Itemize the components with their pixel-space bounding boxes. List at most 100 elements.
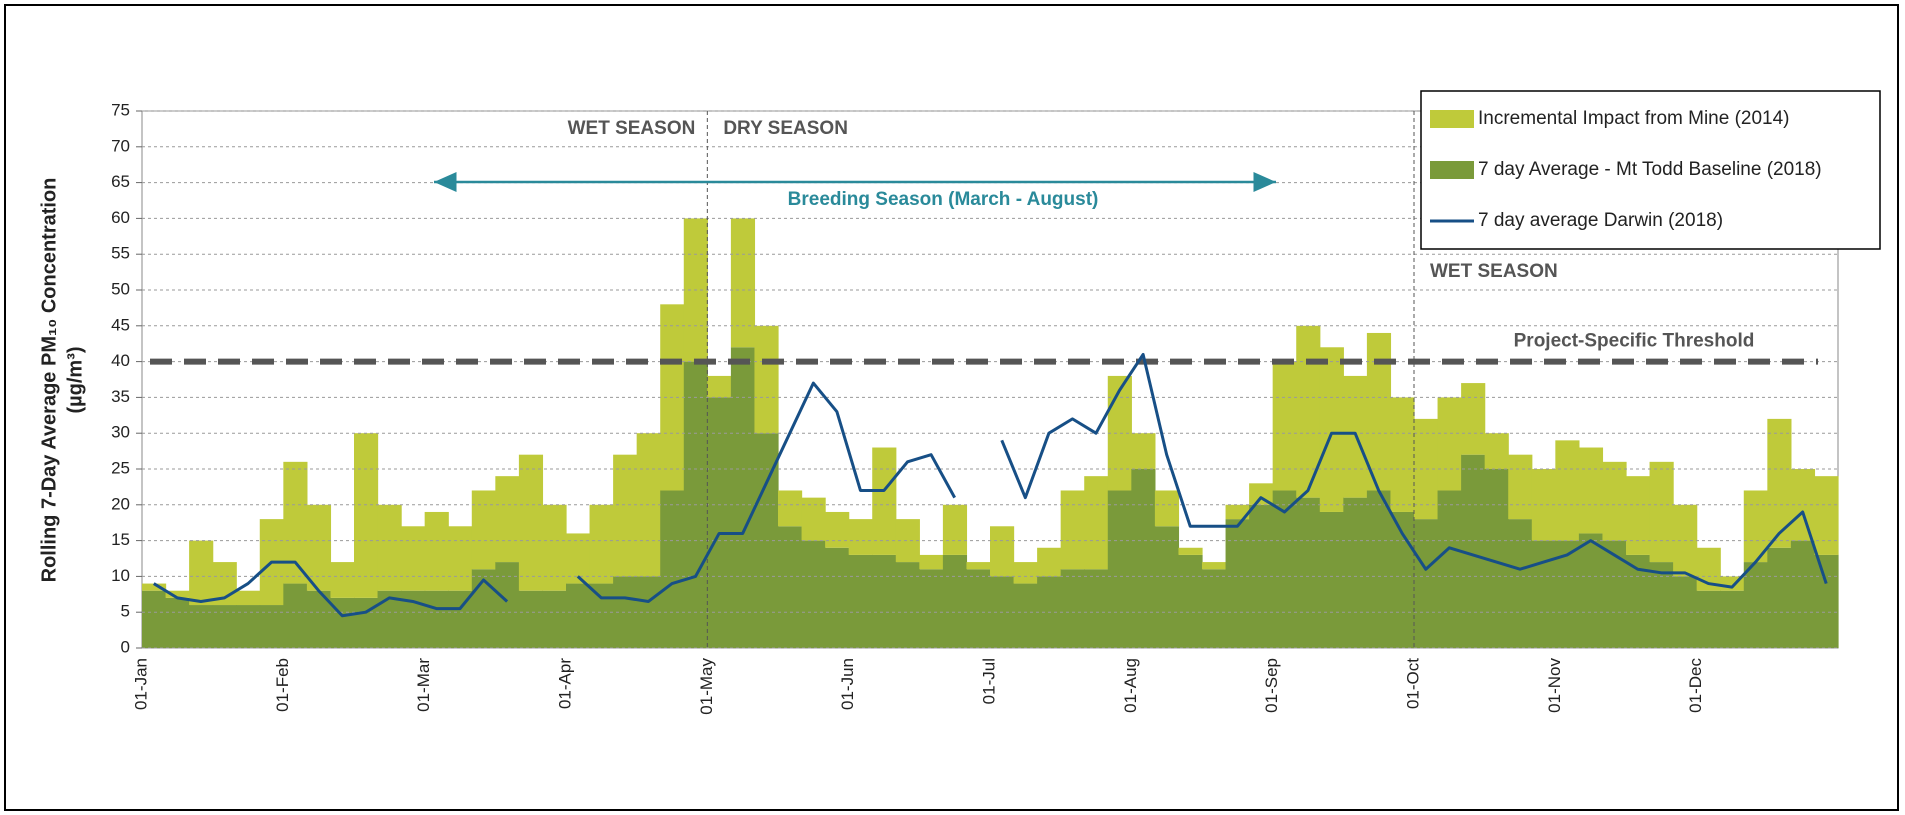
baseline-bar <box>495 562 520 648</box>
incremental-bar <box>801 497 826 541</box>
baseline-bar <box>660 490 685 648</box>
y-tick-label: 30 <box>111 423 130 442</box>
incremental-bar <box>306 504 332 591</box>
incremental-bar <box>377 504 402 591</box>
incremental-bar <box>448 526 473 591</box>
incremental-bar <box>495 476 520 563</box>
baseline-bar <box>283 583 308 648</box>
incremental-bar <box>330 562 355 598</box>
y-tick-label: 25 <box>111 458 130 477</box>
baseline-bar <box>1084 569 1109 648</box>
baseline-bar <box>1649 562 1674 648</box>
baseline-bar <box>1225 519 1250 648</box>
baseline-bar <box>707 397 732 648</box>
baseline-bar <box>1814 554 1839 648</box>
y-tick-label: 5 <box>121 602 130 621</box>
incremental-bar <box>1037 547 1062 577</box>
y-tick-label: 60 <box>111 208 130 227</box>
baseline-bar <box>895 562 920 648</box>
incremental-bar <box>1626 476 1651 555</box>
season-label: WET SEASON <box>568 118 696 139</box>
incremental-bar <box>1013 562 1038 584</box>
incremental-bar <box>401 526 426 591</box>
y-tick-label: 50 <box>111 279 130 298</box>
legend: Incremental Impact from Mine (2014) 7 day… <box>1420 90 1881 250</box>
incremental-bar <box>613 454 638 577</box>
baseline-bar <box>1720 590 1745 648</box>
incremental-bar <box>942 504 968 555</box>
baseline-bar <box>825 547 850 648</box>
incremental-bar <box>919 554 944 570</box>
threshold-label: Project-Specific Threshold <box>1514 331 1755 352</box>
y-tick-label: 55 <box>111 244 130 263</box>
y-tick-label: 65 <box>111 172 130 191</box>
incremental-bar <box>1578 447 1604 534</box>
y-tick-label: 70 <box>111 136 130 155</box>
baseline-bar <box>518 590 544 648</box>
incremental-bar <box>730 218 756 348</box>
baseline-bar <box>566 583 591 648</box>
incremental-bar <box>848 519 873 555</box>
baseline-bar <box>589 583 614 648</box>
baseline-bar <box>165 597 190 648</box>
baseline-bar <box>212 605 237 648</box>
darwin-line <box>152 560 509 618</box>
legend-swatch <box>1430 110 1474 128</box>
incremental-bar <box>1484 433 1509 469</box>
baseline-bar <box>778 526 803 648</box>
incremental-bar <box>754 325 779 434</box>
incremental-bar <box>236 590 261 606</box>
x-tick-label: 01-Sep <box>1262 658 1281 713</box>
incremental-bar <box>1767 418 1792 548</box>
x-tick-label: 01-Apr <box>555 658 574 709</box>
incremental-bar <box>990 526 1015 577</box>
incremental-bar <box>872 447 897 555</box>
baseline-bar <box>259 605 284 648</box>
baseline-bar <box>1578 533 1604 648</box>
x-tick-label: 01-Mar <box>414 658 433 712</box>
baseline-bar <box>1319 511 1344 648</box>
breeding-label: Breeding Season (March - August) <box>788 189 1099 210</box>
baseline-bar <box>966 569 991 648</box>
incremental-bar <box>424 511 449 591</box>
baseline-bar <box>1107 490 1132 648</box>
baseline-bar <box>542 590 567 648</box>
baseline-bar <box>848 554 873 648</box>
baseline-bar <box>1437 490 1462 648</box>
season-label: WET SEASON <box>1430 261 1558 282</box>
incremental-bar <box>1202 562 1227 570</box>
y-tick-label: 35 <box>111 387 130 406</box>
legend-swatch <box>1430 161 1474 179</box>
incremental-bar <box>1272 361 1297 491</box>
incremental-bar <box>1154 490 1180 527</box>
incremental-bar <box>825 511 850 548</box>
baseline-bar <box>1013 583 1038 648</box>
darwin-line <box>576 381 956 603</box>
baseline-bar <box>1272 490 1297 648</box>
baseline-bar <box>919 569 944 648</box>
baseline-bar <box>1790 540 1816 648</box>
incremental-bar <box>1461 383 1486 455</box>
baseline-bar <box>189 605 214 648</box>
incremental-bar <box>518 454 544 591</box>
legend-label: Incremental Impact from Mine (2014) <box>1478 108 1790 129</box>
baseline-bar <box>1414 519 1439 648</box>
baseline-bar <box>1531 540 1556 648</box>
incremental-bar <box>283 461 308 584</box>
y-tick-label: 0 <box>121 637 130 656</box>
baseline-bar <box>1296 497 1321 648</box>
baseline-bar <box>236 605 261 648</box>
baseline-bar <box>730 347 756 648</box>
incremental-bar <box>1178 547 1203 555</box>
incremental-bar <box>1390 397 1415 512</box>
baseline-bar <box>1743 562 1768 648</box>
y-tick-label: 40 <box>111 351 130 370</box>
baseline-bar <box>1508 519 1533 648</box>
baseline-bar <box>872 554 897 648</box>
legend-box <box>1420 90 1881 250</box>
baseline-bar <box>1767 547 1792 648</box>
baseline-bar <box>1696 590 1721 648</box>
y-tick-label: 75 <box>111 100 130 119</box>
incremental-bar <box>1131 433 1156 469</box>
incremental-bar <box>1602 461 1627 541</box>
